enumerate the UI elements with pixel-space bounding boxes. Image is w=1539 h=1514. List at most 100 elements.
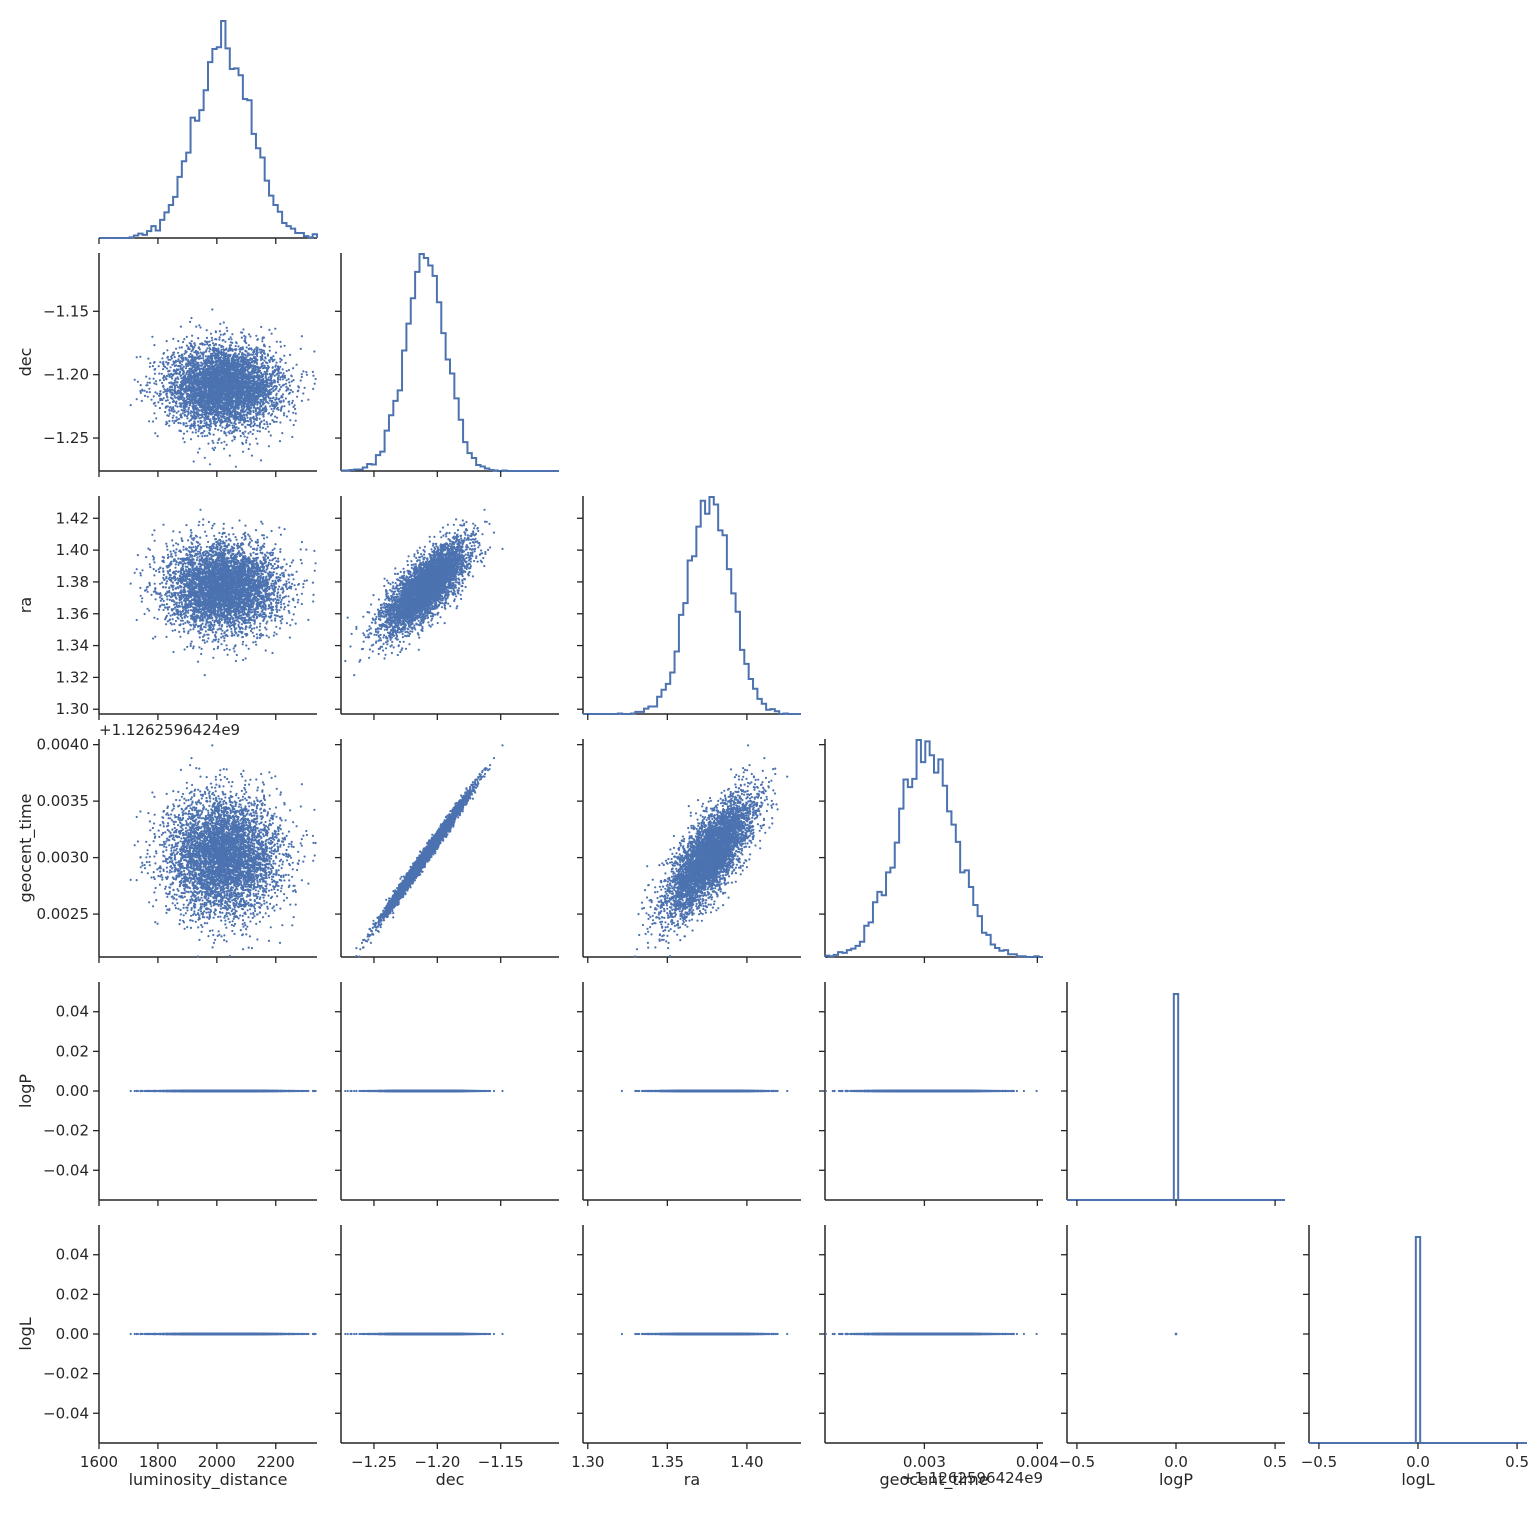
point [248,448,250,450]
point [191,335,193,337]
point [245,439,247,441]
point [242,328,244,330]
point [291,375,293,377]
point [190,412,192,414]
point [272,367,274,369]
point [155,417,157,419]
point [146,391,148,393]
point [166,349,168,351]
point [279,361,281,363]
point [269,361,271,363]
point [202,362,204,364]
point [261,420,263,422]
point [277,407,279,409]
point [244,435,246,437]
point [229,455,231,457]
point [259,418,261,420]
point [198,324,200,326]
point [153,403,155,405]
point [267,426,269,428]
point [219,323,221,325]
point [161,399,163,401]
point [172,417,174,419]
point [184,441,186,443]
point [242,432,244,434]
point [175,348,177,350]
point [250,353,252,355]
point [262,427,264,429]
point [149,391,151,393]
point [148,388,150,390]
point [260,326,262,328]
point [296,396,298,398]
point [188,420,190,422]
point [185,385,187,387]
point [286,370,288,372]
point [285,386,287,388]
point [288,393,290,395]
point [281,396,283,398]
point [226,444,228,446]
point [192,431,194,433]
point [228,338,230,340]
point [301,400,303,402]
point [221,426,223,428]
point [249,335,251,337]
point [170,366,172,368]
point [274,375,276,377]
point [275,362,277,364]
point [197,430,199,432]
point [272,410,274,412]
point [154,432,156,434]
point [150,399,152,401]
point [284,345,286,347]
point [277,380,279,382]
point [292,400,294,402]
point [241,352,243,354]
point [216,421,218,423]
point [197,415,199,417]
point [130,404,132,406]
point [153,395,155,397]
point [225,434,227,436]
point [241,337,243,339]
point [230,336,232,338]
point [259,422,261,424]
point [263,419,265,421]
point [148,420,150,422]
point [206,343,208,345]
point [161,373,163,375]
point [207,418,209,420]
point [158,365,160,367]
point [155,380,157,382]
point [224,341,226,343]
point [137,381,139,383]
point [263,423,265,425]
point [285,397,287,399]
point [256,425,258,427]
point [155,383,157,385]
point [229,344,231,346]
point [288,378,290,380]
point [315,378,317,380]
point [295,412,297,414]
point [168,410,170,412]
point [301,373,303,375]
point [203,430,205,432]
point [205,351,207,353]
point [184,414,186,416]
point [153,382,155,384]
point [306,374,308,376]
point [202,355,204,357]
point [277,409,279,411]
point [279,388,281,390]
point [220,334,222,336]
point [226,327,228,329]
point [173,422,175,424]
point [169,402,171,404]
point [186,430,188,432]
point [294,408,296,410]
point [217,442,219,444]
point [278,384,280,386]
point [236,426,238,428]
